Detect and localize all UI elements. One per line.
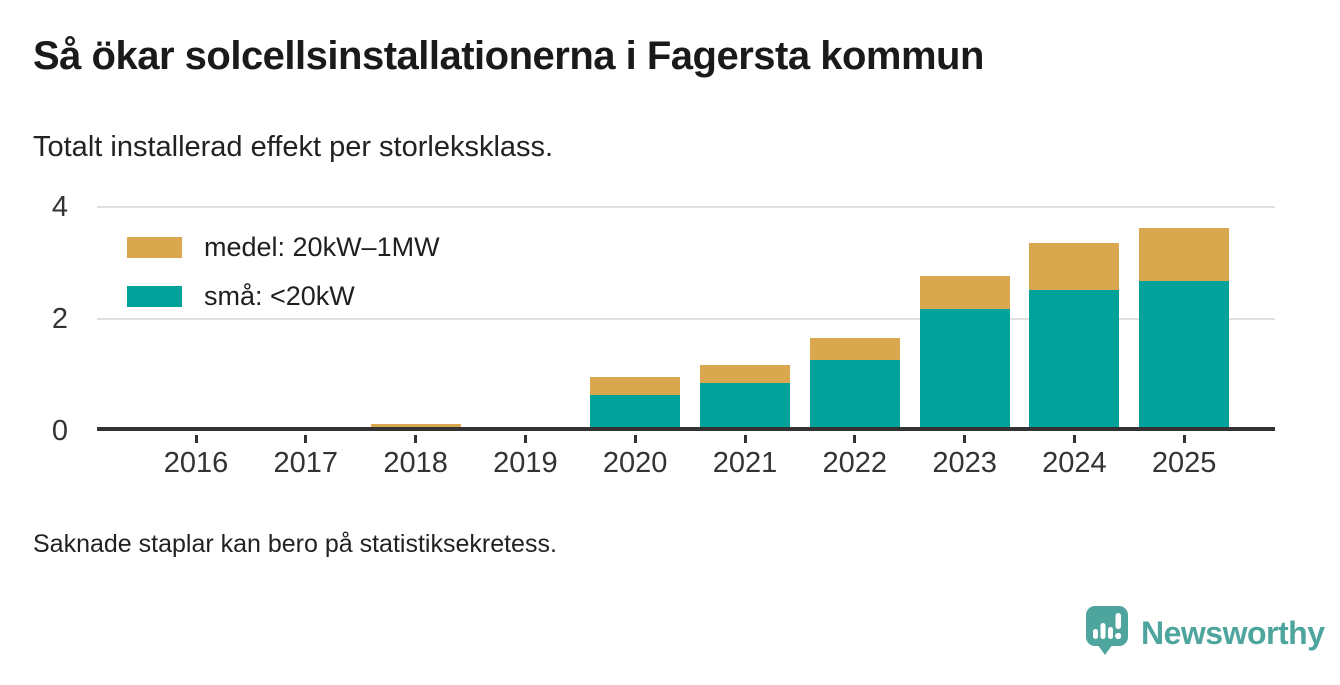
x-tick-label-2020: 2020 <box>602 447 668 479</box>
bar-segment-medel <box>700 365 790 384</box>
bar-segment-medel <box>809 337 900 361</box>
bar-segment-sma <box>1029 290 1120 427</box>
bar-segment-medel <box>1029 243 1120 291</box>
x-tick-2016 <box>194 435 198 443</box>
bar-segment-medel <box>590 377 681 396</box>
bar-2020 <box>590 377 681 427</box>
x-tick-label-2016: 2016 <box>163 447 229 479</box>
x-tick-2024 <box>1072 435 1076 443</box>
x-tick-2025 <box>1182 435 1186 443</box>
x-tick-label-2018: 2018 <box>383 447 448 479</box>
gridline-4 <box>97 206 1275 208</box>
x-tick-label-2025: 2025 <box>1151 447 1217 479</box>
legend-swatch-medel <box>127 237 182 258</box>
bar-segment-medel <box>1139 228 1230 281</box>
x-tick-2022 <box>853 435 857 443</box>
x-tick-2017 <box>304 435 308 443</box>
bar-segment-sma <box>1139 280 1230 427</box>
x-tick-2023 <box>963 435 967 443</box>
bar-2023 <box>919 276 1010 427</box>
chart-title: Så ökar solcellsinstallationerna i Fager… <box>33 34 984 78</box>
bar-segment-sma <box>919 308 1010 427</box>
x-tick-2021 <box>743 435 747 443</box>
bar-segment-medel <box>919 276 1010 309</box>
bar-segment-sma <box>809 360 900 427</box>
footnote: Saknade staplar kan bero på statistiksek… <box>33 530 557 558</box>
x-tick-label-2024: 2024 <box>1042 447 1107 479</box>
bar-2025 <box>1139 228 1230 427</box>
newsworthy-bubble-chart-icon <box>1086 606 1128 661</box>
legend-item-medel: medel: 20kW–1MW <box>127 232 440 263</box>
y-tick-label-0: 0 <box>51 415 68 447</box>
legend-label-medel: medel: 20kW–1MW <box>204 232 440 262</box>
plot-area: medel: 20kW–1MW små: <20kW 2016 2017 2018 20… <box>97 206 1275 479</box>
chart-subtitle: Totalt installerad effekt per storlekskl… <box>33 131 554 163</box>
bar-2022 <box>809 337 900 427</box>
y-axis: 0 2 4 <box>20 191 68 447</box>
y-tick-label-4: 4 <box>51 191 68 223</box>
x-tick-label-2023: 2023 <box>932 447 997 479</box>
legend-label-sma: små: <20kW <box>204 281 355 311</box>
bar-2021 <box>700 365 790 427</box>
bar-segment-sma <box>700 383 790 427</box>
x-tick-2020 <box>633 435 637 443</box>
chart-legend: medel: 20kW–1MW små: <20kW <box>127 232 440 312</box>
bar-2018 <box>370 423 461 427</box>
gridline-2 <box>97 318 1275 320</box>
legend-item-sma: små: <20kW <box>127 281 440 312</box>
bar-segment-medel <box>370 423 461 427</box>
x-tick-label-2019: 2019 <box>493 447 558 479</box>
bar-2024 <box>1029 243 1120 427</box>
x-tick-2019 <box>523 435 527 443</box>
x-tick-label-2017: 2017 <box>273 447 339 479</box>
brand-wordmark: Newsworthy <box>1141 615 1325 651</box>
bar-segment-sma <box>590 395 681 427</box>
legend-swatch-sma <box>127 286 182 307</box>
y-tick-label-2: 2 <box>51 303 68 335</box>
newsworthy-logo: Newsworthy <box>1086 606 1325 661</box>
x-tick-2018 <box>414 435 418 443</box>
x-tick-label-2022: 2022 <box>822 447 888 479</box>
x-tick-label-2021: 2021 <box>712 447 778 479</box>
